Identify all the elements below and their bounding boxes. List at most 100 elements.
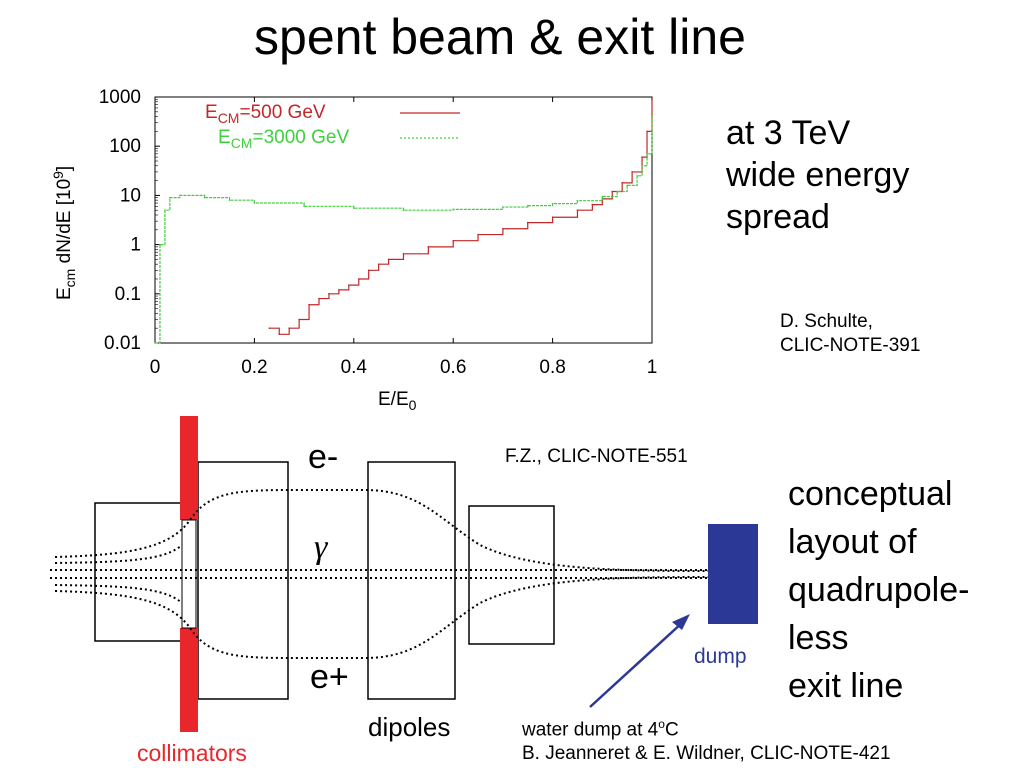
side-note-1-line-2: wide energy — [726, 156, 910, 194]
y-tick-label: 1 — [130, 235, 141, 256]
citation-2: F.Z., CLIC-NOTE-551 — [505, 446, 688, 467]
point-500gev — [427, 246, 430, 248]
dipole-1 — [197, 461, 289, 700]
point-500gev — [338, 289, 340, 291]
point-500gev — [646, 130, 648, 133]
trajectory-e-minus-inner — [54, 544, 183, 564]
legend-label-500: ECM=500 GeV — [205, 102, 326, 126]
point-3000gev — [154, 342, 156, 344]
point-3000gev — [502, 206, 504, 208]
point-500gev — [348, 284, 350, 286]
point-500gev — [452, 239, 455, 242]
side-note-1-line-1: at 3 TeV — [726, 114, 851, 152]
side-note-1-line-3: spread — [726, 198, 830, 236]
trajectory-e-plus-inner — [54, 584, 183, 604]
point-500gev — [377, 263, 380, 265]
x-tick-label: 1 — [647, 357, 658, 378]
point-500gev — [502, 227, 504, 230]
legend-label-3000: ECM=3000 GeV — [218, 127, 349, 151]
series-layer — [154, 98, 653, 344]
y-tick-label: 10 — [120, 185, 141, 206]
side-note-2-line-4: less — [788, 619, 849, 657]
x-tick-label: 0.4 — [341, 357, 368, 378]
citation-1-line-2: CLIC-NOTE-391 — [780, 335, 921, 356]
point-500gev — [611, 190, 614, 193]
side-note-2-line-2: layout of — [788, 523, 917, 561]
collimator-gap — [181, 519, 197, 629]
dump-arrow-head — [672, 614, 690, 630]
spectrum-chart: 0 0.2 0.4 0.6 0.8 1 0.01 0.1 1 10 100 1000 ECM=500… — [50, 87, 658, 413]
citation-3: water dump at 4oC B. Jeanneret & E. Wild… — [522, 712, 891, 766]
label-collimators: collimators — [137, 740, 247, 766]
label-dipoles: dipoles — [368, 712, 450, 742]
point-500gev — [576, 209, 579, 212]
left-box — [94, 502, 184, 642]
side-note-2-line-1: conceptual — [788, 475, 953, 513]
citation-3-line-2: B. Jeanneret & E. Wildner, CLIC-NOTE-421 — [522, 743, 891, 765]
dipole-2 — [367, 461, 456, 700]
point-3000gev — [616, 190, 619, 193]
point-3000gev — [651, 115, 653, 118]
dump-arrow-line — [589, 621, 684, 708]
label-gamma: γ — [314, 529, 329, 566]
side-note-2-line-3: quadrupole- — [788, 571, 970, 609]
point-500gev — [621, 182, 623, 184]
point-3000gev — [626, 184, 628, 187]
point-3000gev — [402, 209, 405, 212]
citation-3-text: water dump at 4 — [522, 719, 659, 741]
slide-title: spent beam & exit line — [254, 9, 746, 65]
point-3000gev — [164, 209, 166, 212]
point-500gev — [268, 327, 271, 329]
beam-trajectories — [50, 489, 709, 659]
y-tick-label: 0.01 — [104, 333, 141, 354]
x-tick-label: 0.6 — [440, 357, 466, 378]
y-tick-label: 0.1 — [115, 284, 141, 305]
point-500gev — [278, 333, 281, 336]
point-500gev — [477, 233, 479, 236]
point-3000gev — [303, 205, 305, 208]
label-e-plus: e+ — [310, 658, 349, 696]
point-500gev — [402, 253, 405, 255]
point-3000gev — [576, 199, 579, 202]
point-3000gev — [646, 153, 648, 155]
right-box — [468, 505, 555, 645]
point-500gev — [328, 293, 330, 295]
point-3000gev — [636, 175, 638, 177]
y-tick-label: 1000 — [99, 87, 141, 108]
citation-3-degree: o — [658, 717, 665, 731]
point-500gev — [298, 318, 300, 321]
x-tick-label: 0.8 — [539, 357, 565, 378]
point-3000gev — [452, 208, 455, 211]
point-500gev — [367, 269, 370, 272]
point-500gev — [526, 221, 529, 224]
label-dump: dump — [694, 645, 747, 668]
point-500gev — [551, 216, 554, 219]
point-3000gev — [253, 202, 256, 204]
citation-1: D. Schulte, CLIC-NOTE-391 — [780, 310, 920, 358]
collimator-bottom — [180, 628, 198, 732]
point-3000gev — [203, 196, 206, 199]
point-3000gev — [601, 195, 604, 198]
point-3000gev — [353, 207, 355, 209]
y-ticks: 0.01 0.1 1 10 100 1000 — [99, 87, 160, 354]
point-500gev — [591, 203, 594, 206]
label-e-minus: e- — [308, 438, 338, 476]
side-note-2-line-5: exit line — [788, 667, 904, 705]
x-tick-label: 0 — [150, 357, 161, 378]
point-500gev — [651, 98, 653, 101]
side-note-2: conceptual layout of quadrupole- less ex… — [788, 470, 969, 710]
x-tick-label: 0.2 — [241, 357, 267, 378]
citation-3-line-1: water dump at 4oC — [522, 712, 891, 742]
point-3000gev — [169, 196, 171, 199]
point-3000gev — [641, 164, 643, 167]
trajectory-e-plus — [54, 576, 709, 659]
point-500gev — [308, 303, 310, 306]
point-500gev — [357, 278, 360, 280]
point-500gev — [631, 171, 633, 173]
y-tick-label: 100 — [109, 136, 141, 157]
collimator-top — [180, 416, 198, 520]
point-3000gev — [551, 202, 554, 205]
dump-block — [708, 524, 758, 624]
citation-3-unit: C — [664, 719, 679, 741]
